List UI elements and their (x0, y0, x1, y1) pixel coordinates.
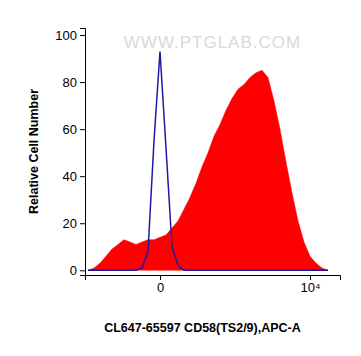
x-axis-title: CL647-65597 CD58(TS2/9),APC-A (104, 321, 301, 335)
y-tick-mark (80, 129, 85, 130)
x-tick-label: 10⁴ (300, 280, 320, 295)
y-tick: 40 (63, 169, 85, 184)
histogram-line (88, 52, 328, 271)
y-tick-mark (80, 82, 85, 83)
y-axis: 0 20 40 60 80 100 (55, 28, 85, 278)
y-axis-line (80, 29, 86, 276)
y-tick-mark (80, 223, 85, 224)
plot-area (88, 52, 328, 271)
y-tick-mark (80, 270, 85, 271)
y-tick-mark (80, 35, 85, 36)
y-tick: 100 (55, 28, 85, 43)
watermark: WWW.PTGLAB.COM (124, 33, 301, 52)
y-tick-mark (80, 176, 85, 177)
y-tick: 0 (70, 263, 85, 278)
x-tick: 0 (157, 275, 164, 295)
y-tick-label: 100 (55, 28, 77, 43)
y-tick: 20 (63, 216, 85, 231)
x-axis: 0 10⁴ (86, 275, 341, 295)
y-tick: 80 (63, 75, 85, 90)
chart: WWW.PTGLAB.COM 0 10⁴ 0 20 40 60 80 100 CL647-6559… (0, 0, 361, 356)
x-tick: 10⁴ (300, 275, 320, 295)
y-tick-label: 20 (63, 216, 77, 231)
x-tick-label: 0 (157, 280, 164, 295)
histogram-area (88, 70, 328, 270)
y-tick-label: 0 (70, 263, 77, 278)
y-tick-label: 80 (63, 75, 77, 90)
y-tick-label: 40 (63, 169, 77, 184)
y-tick: 60 (63, 122, 85, 137)
y-axis-title: Relative Cell Number (27, 89, 41, 214)
y-tick-label: 60 (63, 122, 77, 137)
